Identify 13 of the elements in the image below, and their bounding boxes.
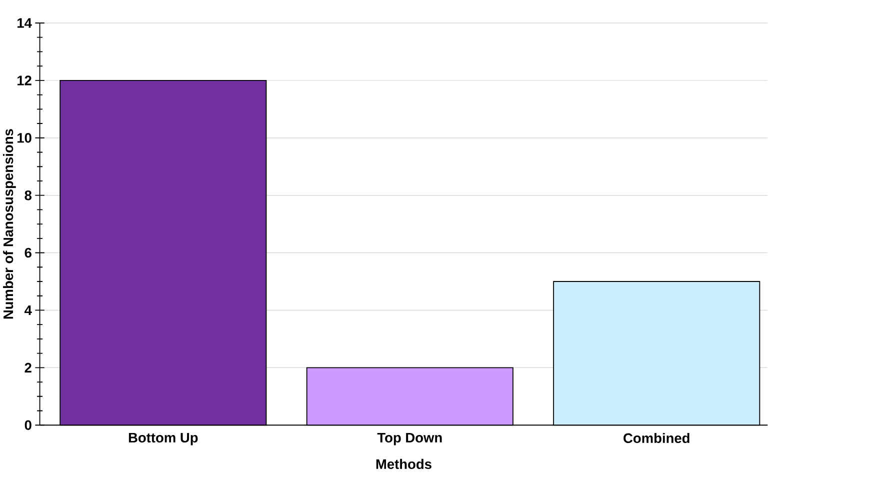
y-tick-label: 2 bbox=[24, 362, 32, 372]
y-tick-label: 12 bbox=[18, 75, 32, 85]
y-tick-label: 10 bbox=[18, 132, 32, 143]
y-tick-label: 14 bbox=[18, 18, 32, 28]
y-tick-label: 4 bbox=[24, 305, 32, 315]
x-tick-label: Bottom Up bbox=[128, 432, 198, 446]
x-axis-title: Methods bbox=[376, 458, 432, 469]
y-tick-label: 8 bbox=[24, 190, 32, 200]
x-tick-label: Combined bbox=[624, 432, 690, 443]
x-tick-label: Top Down bbox=[377, 432, 442, 446]
y-tick-label: 6 bbox=[24, 248, 32, 258]
y-tick-label: 0 bbox=[24, 420, 32, 430]
y-axis-title: Number of Nanosuspensions bbox=[3, 128, 16, 318]
